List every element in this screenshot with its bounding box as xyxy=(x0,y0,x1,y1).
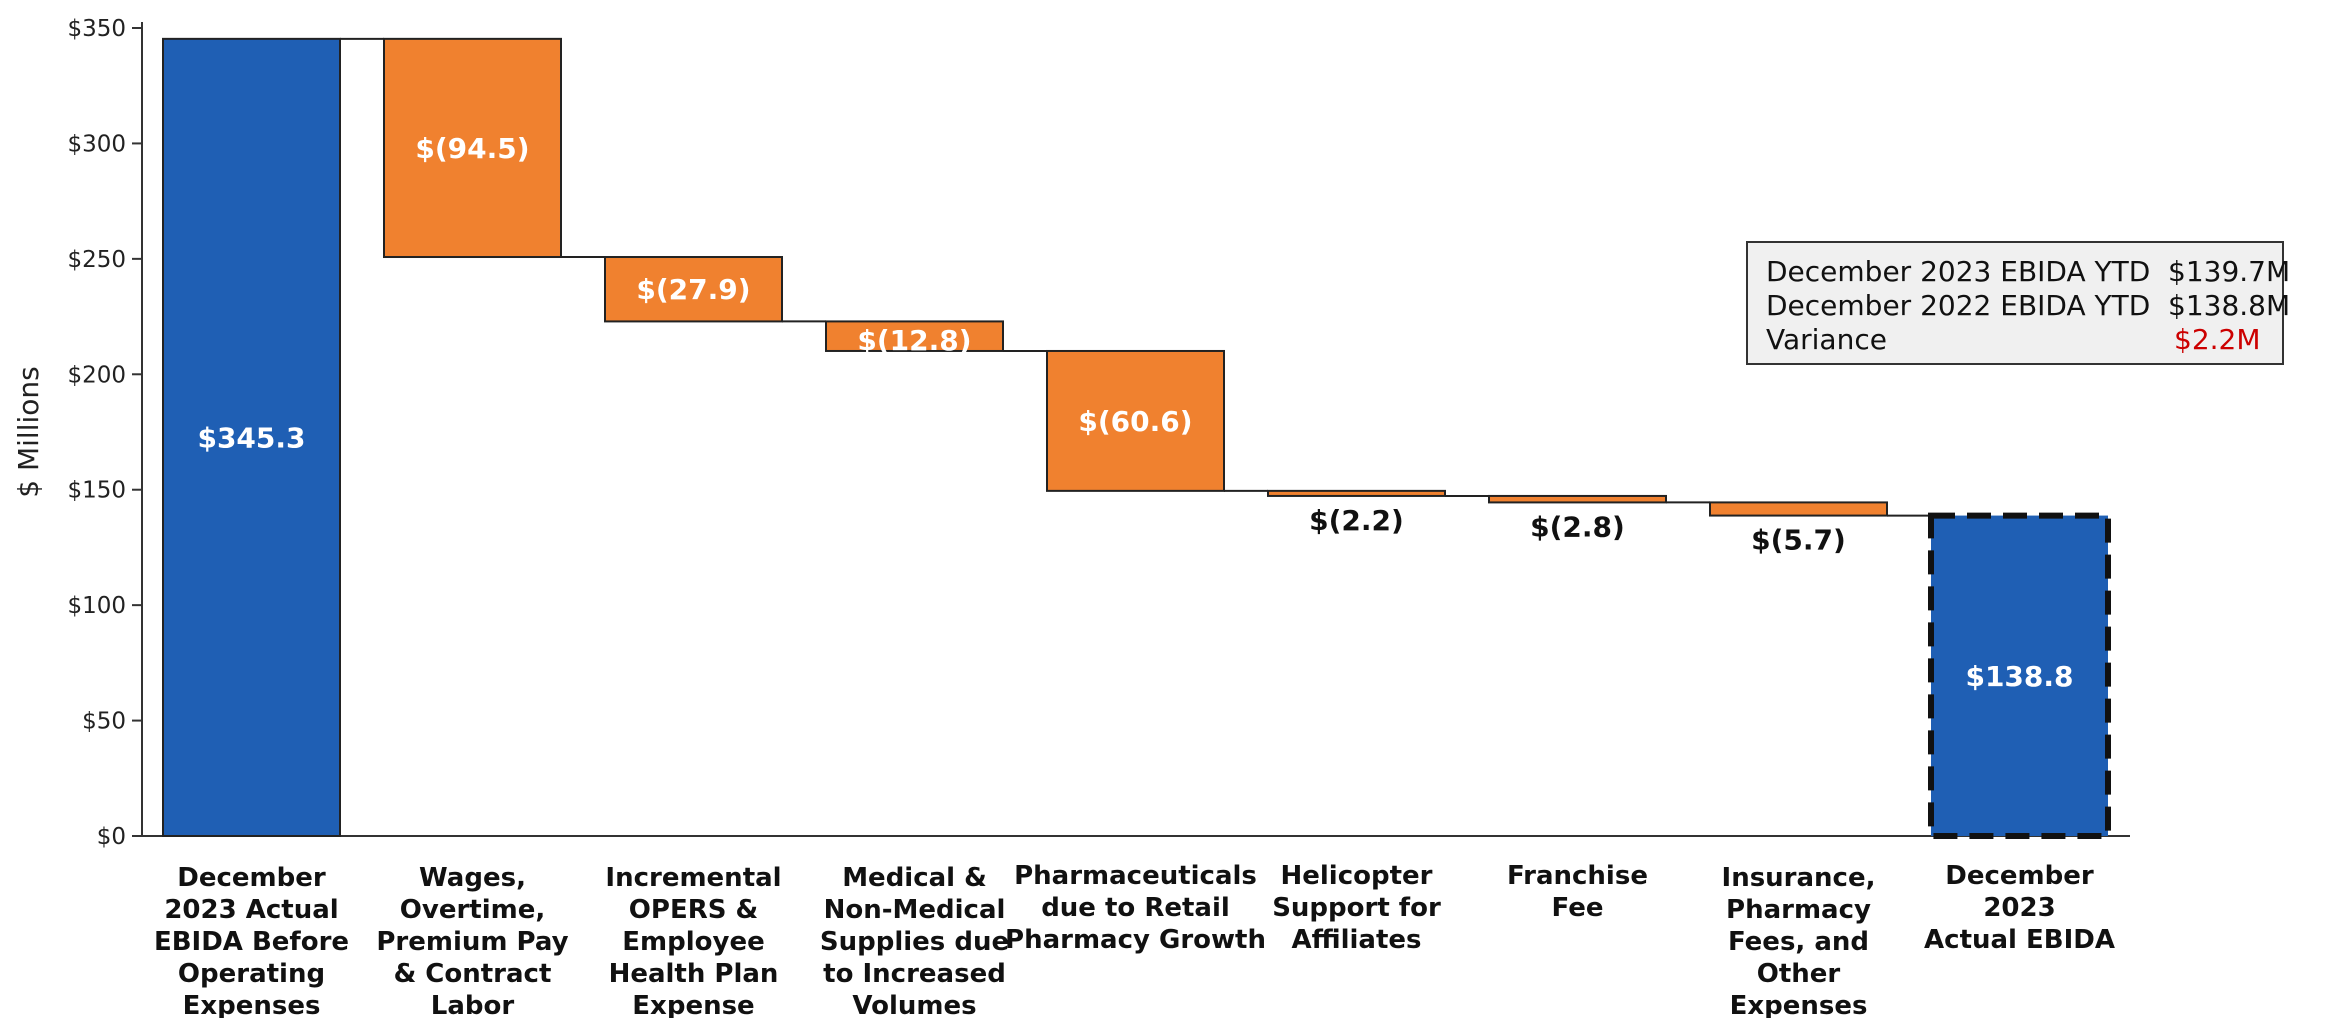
y-axis-title: $ Millions xyxy=(12,366,45,497)
category-label: Affiliates xyxy=(1291,925,1421,955)
bar-decrease xyxy=(1709,501,1888,517)
category-label: Expense xyxy=(632,991,754,1018)
bar-value-label: $(5.7) xyxy=(1751,524,1846,557)
bar-decrease xyxy=(1046,349,1225,492)
category-label: Overtime, xyxy=(400,895,545,925)
bar-value-label: $345.3 xyxy=(197,421,305,454)
category-label: 2023 xyxy=(1983,893,2055,923)
bar-value-label: $(2.8) xyxy=(1530,510,1625,543)
y-tick-label: $50 xyxy=(82,709,126,735)
summary-value-2023: $139.7M xyxy=(2168,255,2291,288)
category-label: Helicopter xyxy=(1281,861,1433,891)
bar-decrease xyxy=(825,320,1004,352)
category-label: Incremental xyxy=(605,863,781,893)
category-label: Actual EBIDA xyxy=(1924,925,2115,955)
y-tick-label: $200 xyxy=(67,362,126,388)
category-label: Support for xyxy=(1272,893,1441,923)
y-tick-label: $150 xyxy=(67,478,126,504)
summary-label-2022: December 2022 EBIDA YTD xyxy=(1766,289,2151,322)
category-label: Employee xyxy=(622,927,764,957)
bar-value-label: $(60.6) xyxy=(1078,405,1192,438)
category-label: Fees, and xyxy=(1728,927,1869,957)
ebida-summary-box: December 2023 EBIDA YTD $139.7M December… xyxy=(1746,241,2290,365)
bar-decrease xyxy=(604,256,783,323)
category-label: due to Retail xyxy=(1041,893,1230,923)
bar-decrease xyxy=(1267,489,1446,497)
category-label: Fee xyxy=(1552,893,1604,923)
category-label: December xyxy=(1945,861,2094,891)
bar-value-label: $(2.2) xyxy=(1309,504,1404,537)
bar-total xyxy=(1928,512,2111,840)
bar-value-label: $(27.9) xyxy=(636,273,750,306)
category-label: OPERS & xyxy=(629,895,758,925)
category-label: Other xyxy=(1757,959,1841,989)
category-label: to Increased xyxy=(823,959,1006,989)
bar-total xyxy=(162,37,341,838)
y-tick-label: $100 xyxy=(67,593,126,619)
category-label: Health Plan xyxy=(609,959,779,989)
y-tick-label: $0 xyxy=(97,824,126,850)
category-label: Pharmaceuticals xyxy=(1014,861,1257,891)
summary-label-variance: Variance xyxy=(1766,323,1887,356)
y-tick-label: $250 xyxy=(67,247,126,273)
bar-value-label: $138.8 xyxy=(1965,660,2073,693)
category-label: Supplies due xyxy=(820,927,1009,957)
category-label: Non-Medical xyxy=(824,895,1006,925)
summary-value-variance: $2.2M xyxy=(2174,323,2261,356)
bar-decrease xyxy=(1488,494,1667,504)
category-label: Pharmacy xyxy=(1726,895,1871,925)
category-label: Insurance, xyxy=(1722,863,1876,893)
y-tick-label: $350 xyxy=(67,16,126,42)
category-label: Franchise xyxy=(1507,861,1648,891)
bar-value-label: $(12.8) xyxy=(857,324,971,357)
category-label: & Contract xyxy=(394,959,552,989)
category-label: Expenses xyxy=(1730,991,1868,1018)
category-label: Volumes xyxy=(852,991,976,1018)
category-label: 2023 Actual xyxy=(164,895,338,925)
category-label: Premium Pay xyxy=(376,927,568,957)
category-label: Operating xyxy=(178,959,325,989)
bar-decrease xyxy=(383,37,562,259)
category-label: Pharmacy Growth xyxy=(1005,925,1266,955)
category-label: EBIDA Before xyxy=(154,927,349,957)
category-label: Wages, xyxy=(419,863,526,893)
category-label: Labor xyxy=(431,991,515,1018)
y-tick-label: $300 xyxy=(67,131,126,157)
category-label: December xyxy=(177,863,326,893)
summary-value-2022: $138.8M xyxy=(2168,289,2291,322)
category-label: Expenses xyxy=(183,991,321,1018)
category-label: Medical & xyxy=(842,863,987,893)
summary-label-2023: December 2023 EBIDA YTD xyxy=(1766,255,2151,288)
bar-value-label: $(94.5) xyxy=(415,132,529,165)
